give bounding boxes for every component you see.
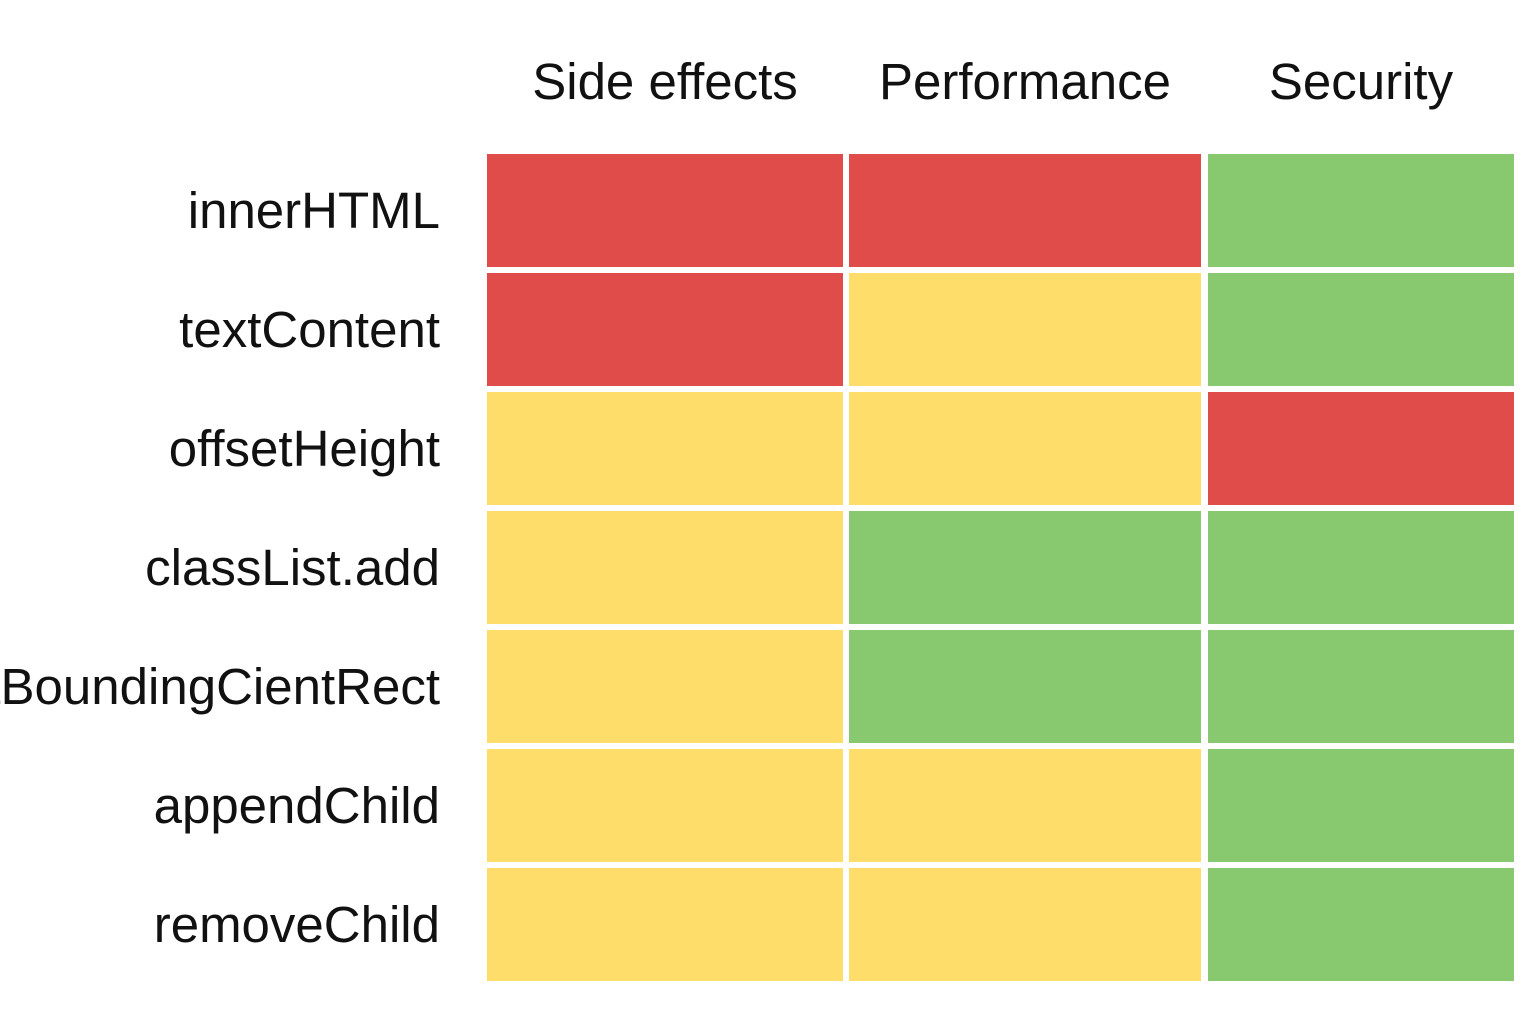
heatmap-cell <box>487 392 843 505</box>
heatmap-cell <box>1208 749 1514 862</box>
heatmap-cell <box>487 154 843 267</box>
row-label: offsetHeight <box>168 420 440 477</box>
heatmap-cell <box>1208 630 1514 743</box>
column-label: Performance <box>879 53 1171 110</box>
heatmap-cell <box>849 630 1201 743</box>
heatmap-cell <box>849 392 1201 505</box>
heatmap-cell <box>849 273 1201 386</box>
heatmap-cell <box>1208 868 1514 981</box>
column-label: Side effects <box>532 53 798 110</box>
heatmap-cell <box>487 749 843 862</box>
heatmap-cell <box>1208 511 1514 624</box>
heatmap-cell <box>1208 154 1514 267</box>
row-label: classList.add <box>145 539 440 596</box>
column-label: Security <box>1268 53 1454 110</box>
heatmap-cell <box>487 273 843 386</box>
heatmap-cell <box>849 511 1201 624</box>
row-label: etBoundingCientRect <box>0 658 440 715</box>
row-label: innerHTML <box>187 182 440 239</box>
row-label: textContent <box>179 301 440 358</box>
row-label: removeChild <box>153 896 440 953</box>
heatmap-cell <box>487 868 843 981</box>
heatmap-cell <box>487 630 843 743</box>
heatmap-cell <box>849 154 1201 267</box>
row-label: appendChild <box>153 777 440 834</box>
heatmap-cell <box>849 749 1201 862</box>
heatmap-cell <box>849 868 1201 981</box>
heatmap-cell <box>1208 392 1514 505</box>
heatmap-cell <box>487 511 843 624</box>
heatmap-cell <box>1208 273 1514 386</box>
